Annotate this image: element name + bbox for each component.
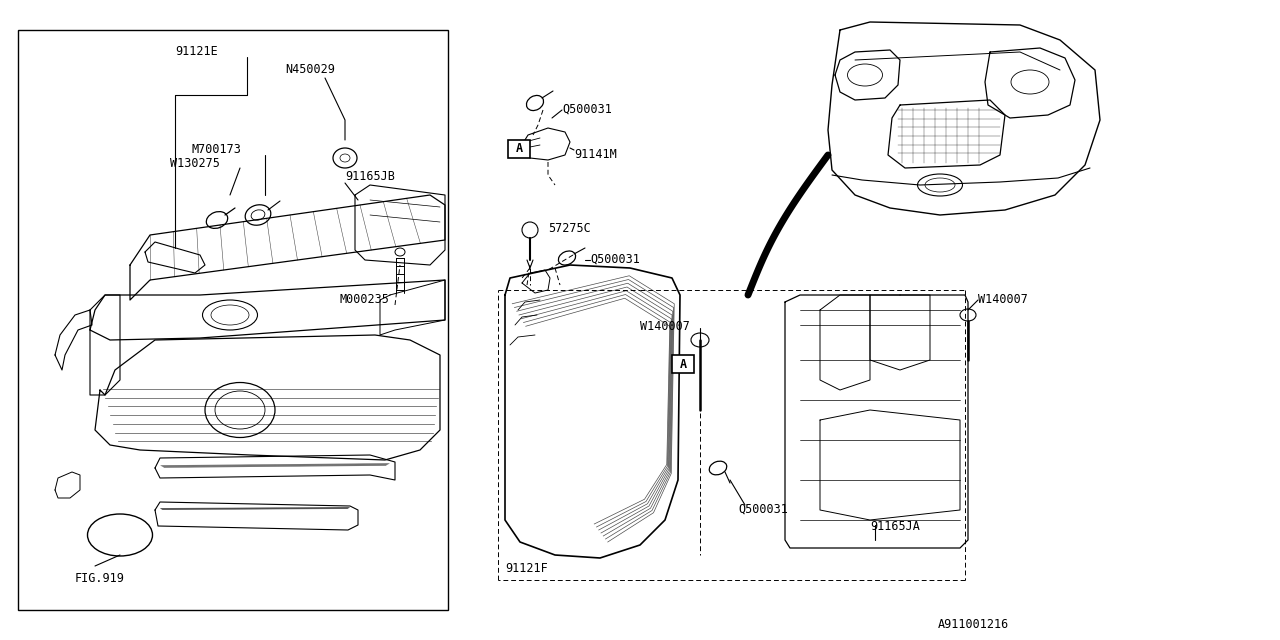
Text: M000235: M000235 [340, 293, 390, 306]
Text: A: A [516, 143, 522, 156]
Text: Q500031: Q500031 [562, 103, 612, 116]
Text: Q500031: Q500031 [590, 253, 640, 266]
Text: FIG.919: FIG.919 [76, 572, 125, 585]
Text: 91165JA: 91165JA [870, 520, 920, 533]
Text: Q500031: Q500031 [739, 503, 788, 516]
Text: 91141M: 91141M [573, 148, 617, 161]
Text: 91121E: 91121E [175, 45, 218, 58]
Text: W140007: W140007 [640, 320, 690, 333]
Text: W130275: W130275 [170, 157, 220, 170]
Bar [508, 140, 530, 158]
Text: 57275C: 57275C [548, 222, 591, 235]
Text: 91165JB: 91165JB [346, 170, 394, 183]
Text: N450029: N450029 [285, 63, 335, 76]
Text: M700173: M700173 [192, 143, 242, 156]
Bar [672, 355, 694, 373]
Text: A911001216: A911001216 [938, 618, 1009, 631]
Text: A: A [680, 358, 686, 371]
Text: W140007: W140007 [978, 293, 1028, 306]
Text: 91121F: 91121F [506, 562, 548, 575]
Bar [18, 30, 448, 610]
